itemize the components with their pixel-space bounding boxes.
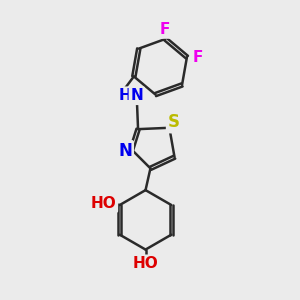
Text: N: N [118, 142, 132, 160]
Text: S: S [168, 113, 180, 131]
Text: F: F [192, 50, 203, 64]
Text: F: F [160, 22, 170, 37]
Text: HO: HO [133, 256, 158, 271]
Text: HO: HO [91, 196, 116, 211]
Text: H: H [118, 88, 131, 103]
Text: N: N [130, 88, 143, 103]
